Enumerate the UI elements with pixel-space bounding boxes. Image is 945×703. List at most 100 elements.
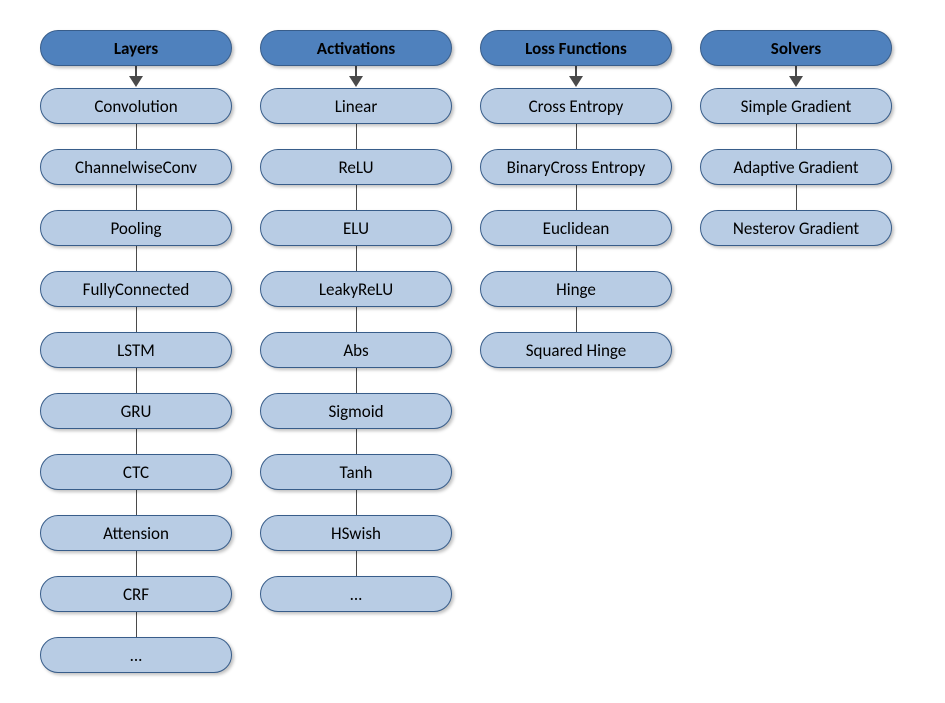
item-pill: Nesterov Gradient	[700, 210, 892, 246]
item-pill: BinaryCross Entropy	[480, 149, 672, 185]
chevron-down-icon	[787, 66, 805, 88]
column-header-label: Loss Functions	[525, 38, 627, 59]
item-pill: Abs	[260, 332, 452, 368]
item-label: Pooling	[110, 218, 161, 239]
item-pill: LeakyReLU	[260, 271, 452, 307]
item-pill: Pooling	[40, 210, 232, 246]
item-label: Simple Gradient	[741, 96, 852, 117]
item-pill: Hinge	[480, 271, 672, 307]
item-label: ELU	[343, 218, 369, 239]
connector-line	[136, 123, 137, 149]
item-label: Cross Entropy	[529, 96, 624, 117]
connector-line	[356, 184, 357, 210]
column-header-pill: Solvers	[700, 30, 892, 66]
item-label: Squared Hinge	[526, 340, 627, 361]
item-label: ChannelwiseConv	[75, 157, 197, 178]
item-pill: Convolution	[40, 88, 232, 124]
item-label: ...	[130, 645, 143, 666]
diagram-column: Activations Linear ReLU ELU LeakyReLU Abs Sigm…	[260, 30, 452, 612]
item-pill: Cross Entropy	[480, 88, 672, 124]
diagram-column: Loss Functions Cross Entropy BinaryCross E…	[480, 30, 672, 368]
connector-line	[356, 428, 357, 454]
connector-line	[796, 184, 797, 210]
item-label: ...	[350, 584, 363, 605]
item-label: Sigmoid	[328, 401, 383, 422]
connector-line	[576, 306, 577, 332]
item-label: Euclidean	[543, 218, 610, 239]
item-pill: Simple Gradient	[700, 88, 892, 124]
connector-line	[136, 611, 137, 637]
arrow-connector	[127, 66, 145, 88]
connector-line	[356, 123, 357, 149]
item-pill: ChannelwiseConv	[40, 149, 232, 185]
column-header-label: Layers	[114, 38, 158, 59]
chevron-down-icon	[127, 66, 145, 88]
item-pill: Squared Hinge	[480, 332, 672, 368]
item-pill: Sigmoid	[260, 393, 452, 429]
connector-line	[136, 428, 137, 454]
item-pill: CTC	[40, 454, 232, 490]
item-label: Attension	[103, 523, 169, 544]
item-label: Convolution	[94, 96, 177, 117]
item-label: CTC	[123, 462, 149, 483]
item-label: FullyConnected	[83, 279, 190, 300]
connector-line	[136, 184, 137, 210]
connector-line	[136, 245, 137, 271]
item-label: CRF	[123, 584, 149, 605]
item-pill: FullyConnected	[40, 271, 232, 307]
item-pill: ELU	[260, 210, 452, 246]
column-header-pill: Activations	[260, 30, 452, 66]
diagram-columns: Layers Convolution ChannelwiseConv Pooling F…	[40, 30, 905, 673]
arrow-connector	[567, 66, 585, 88]
item-pill: ...	[40, 637, 232, 673]
chevron-down-icon	[567, 66, 585, 88]
item-label: LeakyReLU	[319, 279, 393, 300]
column-header-label: Activations	[317, 38, 395, 59]
column-header-pill: Loss Functions	[480, 30, 672, 66]
item-label: Abs	[343, 340, 368, 361]
connector-line	[136, 489, 137, 515]
connector-line	[136, 367, 137, 393]
diagram-column: Solvers Simple Gradient Adaptive Gradient N…	[700, 30, 892, 246]
diagram-column: Layers Convolution ChannelwiseConv Pooling F…	[40, 30, 232, 673]
connector-line	[356, 245, 357, 271]
item-label: LSTM	[117, 340, 155, 361]
connector-line	[356, 306, 357, 332]
item-pill: Euclidean	[480, 210, 672, 246]
item-label: BinaryCross Entropy	[507, 157, 646, 178]
item-pill: Adaptive Gradient	[700, 149, 892, 185]
connector-line	[356, 550, 357, 576]
connector-line	[136, 306, 137, 332]
arrow-connector	[787, 66, 805, 88]
item-label: Linear	[335, 96, 378, 117]
items-wrap: Simple Gradient Adaptive Gradient Nesterov…	[700, 88, 892, 246]
item-label: GRU	[121, 401, 152, 422]
item-label: Adaptive Gradient	[733, 157, 858, 178]
items-wrap: Convolution ChannelwiseConv Pooling FullyCo…	[40, 88, 232, 673]
item-label: HSwish	[331, 523, 381, 544]
connector-line	[136, 550, 137, 576]
connector-line	[356, 367, 357, 393]
item-pill: ...	[260, 576, 452, 612]
item-label: Tanh	[340, 462, 373, 483]
item-label: Hinge	[556, 279, 596, 300]
item-pill: LSTM	[40, 332, 232, 368]
items-wrap: Cross Entropy BinaryCross Entropy Euclidea…	[480, 88, 672, 368]
connector-line	[576, 184, 577, 210]
item-label: ReLU	[338, 157, 373, 178]
connector-line	[576, 123, 577, 149]
item-pill: Attension	[40, 515, 232, 551]
connector-line	[576, 245, 577, 271]
items-wrap: Linear ReLU ELU LeakyReLU Abs Sigmoid Tanh HSwi…	[260, 88, 452, 612]
chevron-down-icon	[347, 66, 365, 88]
arrow-connector	[347, 66, 365, 88]
column-header-pill: Layers	[40, 30, 232, 66]
connector-line	[356, 489, 357, 515]
item-pill: HSwish	[260, 515, 452, 551]
column-header-label: Solvers	[771, 38, 821, 59]
item-pill: Tanh	[260, 454, 452, 490]
item-pill: GRU	[40, 393, 232, 429]
item-pill: Linear	[260, 88, 452, 124]
item-pill: ReLU	[260, 149, 452, 185]
item-pill: CRF	[40, 576, 232, 612]
